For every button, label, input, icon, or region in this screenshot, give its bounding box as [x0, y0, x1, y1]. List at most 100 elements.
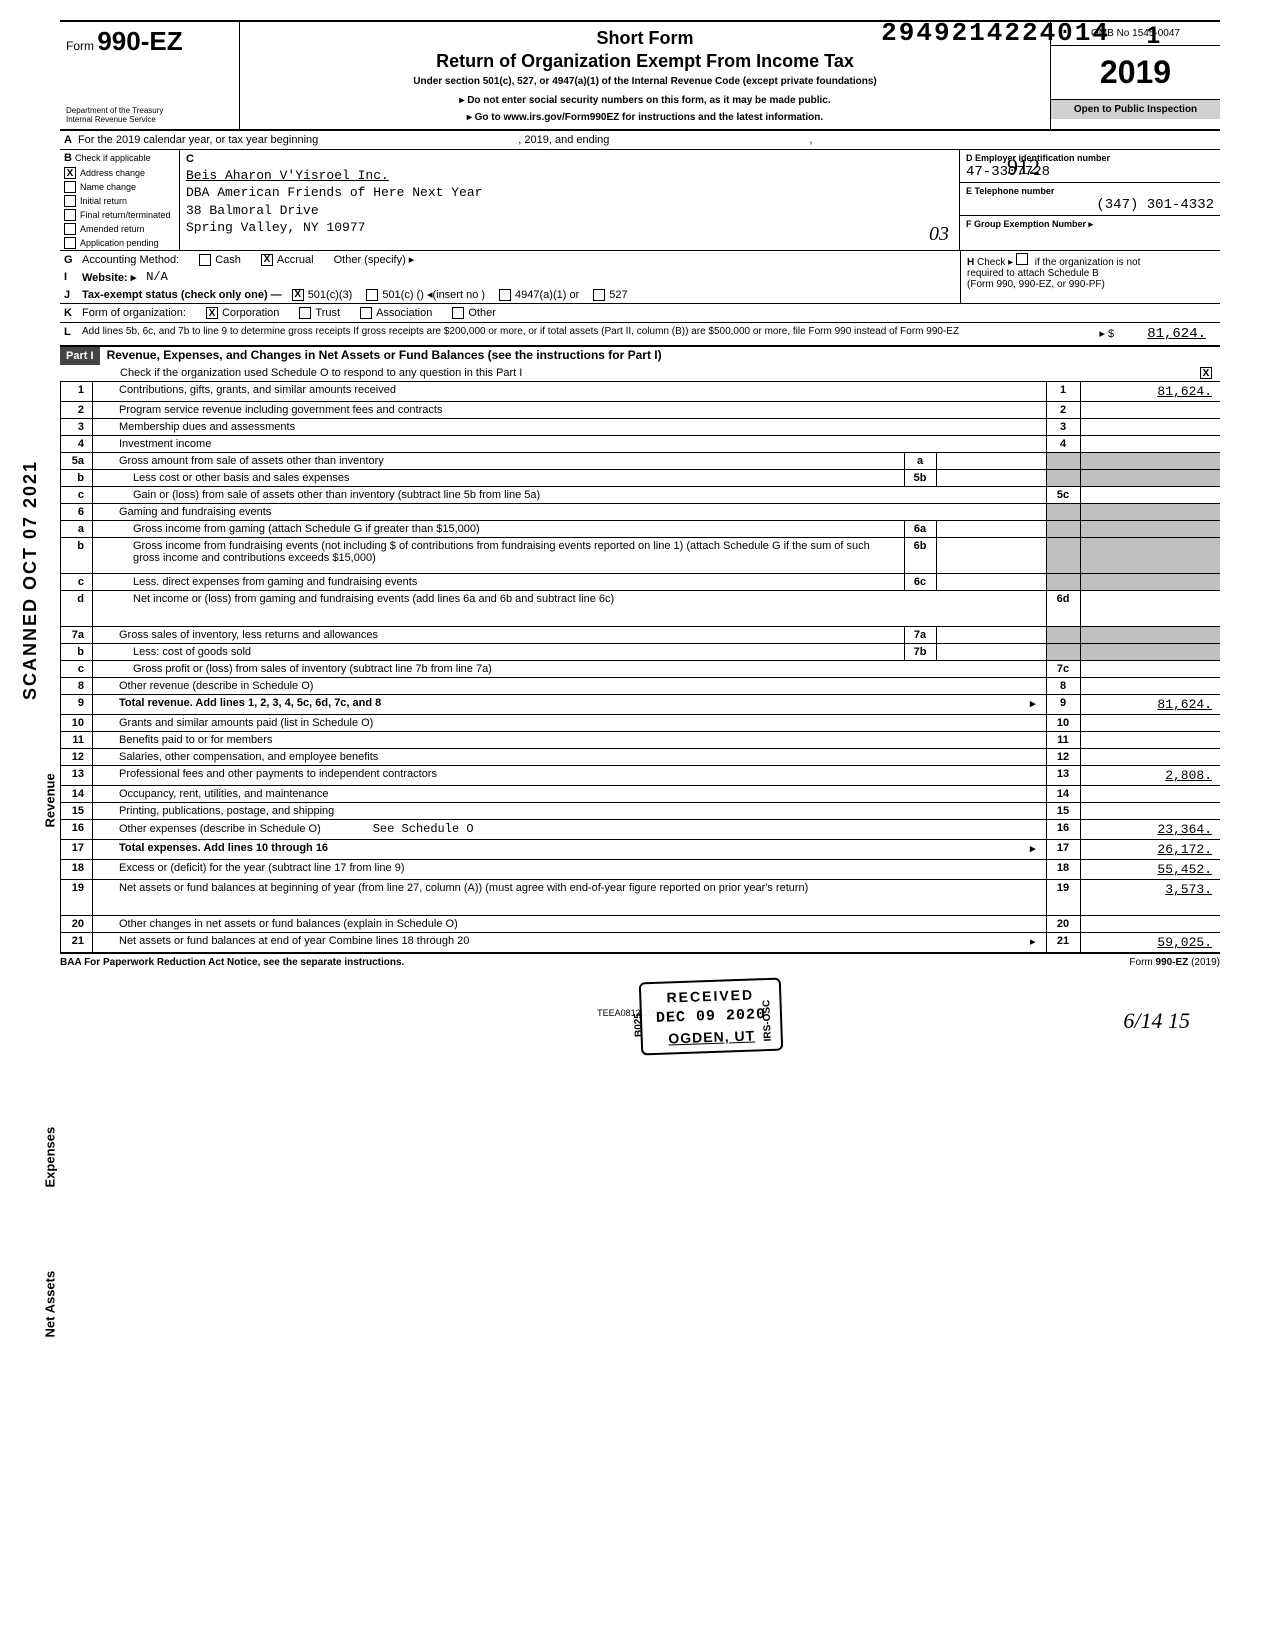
- table-row: aGross income from gaming (attach Schedu…: [61, 521, 1221, 538]
- checkbox-icon[interactable]: X: [261, 254, 273, 266]
- shaded-cell: [1080, 538, 1220, 574]
- row-desc: Investment income: [93, 436, 1047, 453]
- row-amount: 81,624.: [1080, 382, 1220, 402]
- row-mid-label: 6a: [904, 521, 936, 538]
- row-ref-number: 8: [1046, 678, 1080, 695]
- row-amount: 55,452.: [1080, 860, 1220, 880]
- row-ref-number: 19: [1046, 880, 1080, 916]
- h-text1: Check ▸: [977, 257, 1013, 268]
- row-amount: 3,573.: [1080, 880, 1220, 916]
- checkbox-icon[interactable]: [360, 307, 372, 319]
- j-opt2: 501(c) (: [382, 289, 420, 301]
- received-stamp: RECEIVED DEC 09 2020 OGDEN, UT B025 IRS-…: [639, 978, 783, 1056]
- row-amount: [1080, 803, 1220, 820]
- stamp-date: DEC 09 2020: [656, 1006, 767, 1027]
- table-row: 13Professional fees and other payments t…: [61, 766, 1221, 786]
- checkbox-icon[interactable]: [366, 289, 378, 301]
- row-amount: [1080, 732, 1220, 749]
- row-desc: Benefits paid to or for members: [93, 732, 1047, 749]
- baa-right-text: Form 990-EZ (2019): [1129, 957, 1220, 968]
- chk-label: Address change: [80, 168, 145, 178]
- checkbox-icon[interactable]: X: [1200, 367, 1212, 379]
- chk-final-return: Final return/terminated: [60, 208, 179, 222]
- table-row: 3Membership dues and assessments3: [61, 419, 1221, 436]
- row-ref-number: 15: [1046, 803, 1080, 820]
- chk-initial-return: Initial return: [60, 194, 179, 208]
- org-name2: DBA American Friends of Here Next Year: [186, 184, 953, 202]
- row-amount: [1080, 591, 1220, 627]
- block-h: H Check ▸ if the organization is not req…: [960, 251, 1220, 303]
- checkbox-icon[interactable]: [452, 307, 464, 319]
- checkbox-icon[interactable]: [299, 307, 311, 319]
- e-label: E: [966, 186, 972, 196]
- k-other: Other: [468, 307, 496, 319]
- i-text: Website: ▸: [82, 271, 136, 284]
- checkbox-icon[interactable]: [1016, 253, 1028, 265]
- checkbox-icon[interactable]: [64, 237, 76, 249]
- phone-label: Telephone number: [975, 186, 1055, 196]
- table-row: 16Other expenses (describe in Schedule O…: [61, 820, 1221, 840]
- row-amount: 59,025.: [1080, 933, 1220, 953]
- g-other: Other (specify) ▸: [334, 253, 415, 266]
- table-row: 7aGross sales of inventory, less returns…: [61, 627, 1221, 644]
- k-label: K: [64, 307, 82, 319]
- row-desc: Gain or (loss) from sale of assets other…: [93, 487, 1047, 504]
- row-ref-number: 9: [1046, 695, 1080, 715]
- row-number: b: [61, 644, 93, 661]
- g-text: Accounting Method:: [82, 254, 179, 266]
- dln-suffix: 1: [1147, 22, 1160, 50]
- subtitle2: ▸ Do not enter social security numbers o…: [250, 95, 1040, 106]
- table-row: 19Net assets or fund balances at beginni…: [61, 880, 1221, 916]
- checkbox-icon[interactable]: [593, 289, 605, 301]
- line-k: K Form of organization: XCorporation Tru…: [60, 304, 1220, 323]
- shaded-cell: [1046, 538, 1080, 574]
- row-number: 7a: [61, 627, 93, 644]
- checkbox-icon[interactable]: [64, 209, 76, 221]
- stamp-side1: B025: [633, 1012, 645, 1036]
- stamp-received: RECEIVED: [655, 986, 766, 1006]
- row-desc: Gross income from gaming (attach Schedul…: [93, 521, 905, 538]
- table-row: 1Contributions, gifts, grants, and simil…: [61, 382, 1221, 402]
- checkbox-icon[interactable]: X: [64, 167, 76, 179]
- row-mid-label: 6b: [904, 538, 936, 574]
- l-label: L: [64, 326, 82, 342]
- row-number: 15: [61, 803, 93, 820]
- k-text: Form of organization:: [82, 307, 186, 319]
- row-number: 12: [61, 749, 93, 766]
- row-desc: Printing, publications, postage, and shi…: [93, 803, 1047, 820]
- line-j: J Tax-exempt status (check only one) — X…: [60, 286, 960, 303]
- row-number: 10: [61, 715, 93, 732]
- f-group-row: F Group Exemption Number ▸: [960, 216, 1220, 232]
- part1-title: Revenue, Expenses, and Changes in Net As…: [103, 345, 662, 365]
- h-text3: required to attach Schedule B: [967, 268, 1099, 279]
- checkbox-icon[interactable]: [64, 223, 76, 235]
- f-label: F: [966, 219, 972, 229]
- d-label: D: [966, 153, 973, 163]
- checkbox-icon[interactable]: X: [292, 289, 304, 301]
- j-label: J: [64, 289, 82, 301]
- i-label: I: [64, 271, 82, 283]
- checkbox-icon[interactable]: X: [206, 307, 218, 319]
- checkbox-icon[interactable]: [64, 195, 76, 207]
- chk-pending: Application pending: [60, 236, 179, 250]
- checkbox-icon[interactable]: [199, 254, 211, 266]
- line-a-text-c: ,: [809, 134, 812, 146]
- row-desc: Other revenue (describe in Schedule O): [93, 678, 1047, 695]
- baa-left: BAA For Paperwork Reduction Act Notice, …: [60, 957, 404, 968]
- subtitle3: ▸ Go to www.irs.gov/Form990EZ for instru…: [250, 112, 1040, 123]
- row-desc: Total expenses. Add lines 10 through 16 …: [93, 840, 1047, 860]
- table-row: 10Grants and similar amounts paid (list …: [61, 715, 1221, 732]
- tax-year: 2019: [1051, 46, 1220, 100]
- handwritten-03: 03: [929, 221, 949, 248]
- row-desc: Gross income from fundraising events (no…: [93, 538, 905, 574]
- shaded-cell: [1080, 470, 1220, 487]
- table-row: 5aGross amount from sale of assets other…: [61, 453, 1221, 470]
- row-amount: [1080, 749, 1220, 766]
- row-ref-number: 21: [1046, 933, 1080, 953]
- shaded-cell: [1046, 470, 1080, 487]
- checkbox-icon[interactable]: [499, 289, 511, 301]
- org-name1: Beis Aharon V'Yisroel Inc.: [186, 167, 953, 185]
- checkbox-icon[interactable]: [64, 181, 76, 193]
- handwritten-seq: 912: [1007, 154, 1040, 180]
- line-g: G Accounting Method: Cash XAccrual Other…: [60, 251, 960, 268]
